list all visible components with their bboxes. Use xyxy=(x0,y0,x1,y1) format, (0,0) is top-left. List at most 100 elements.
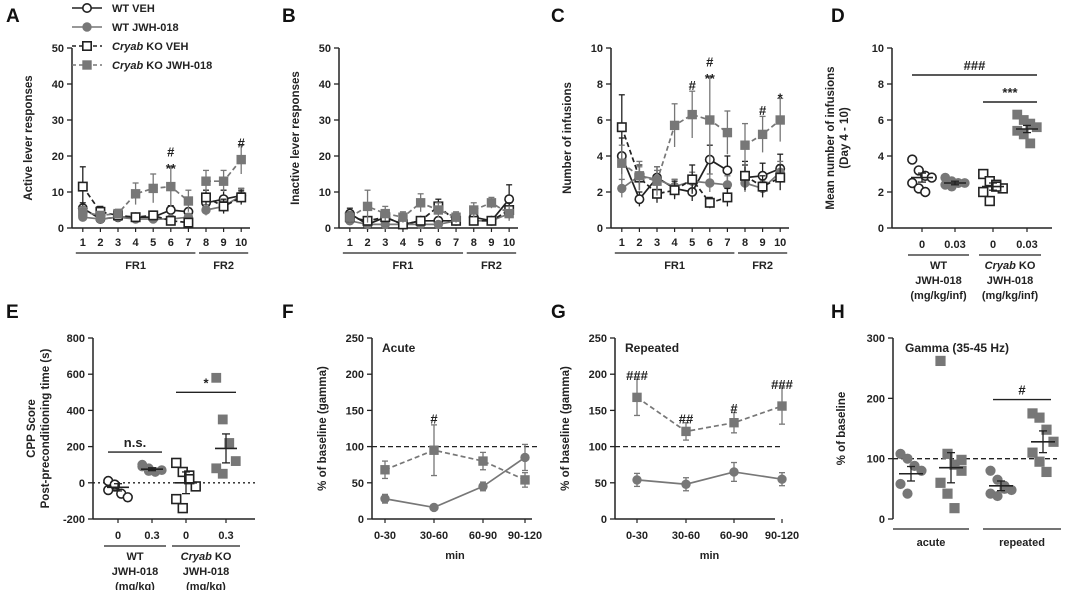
marker-square-open xyxy=(978,186,989,198)
marker-square-open xyxy=(165,215,176,226)
y-tick-label: 50 xyxy=(352,478,364,490)
group-label: (mg/kg) xyxy=(115,581,155,590)
panel-title: Acute xyxy=(382,341,416,355)
significance-mark: # xyxy=(238,136,246,151)
y-tick-label: 4 xyxy=(878,151,885,163)
y-tick-label: 200 xyxy=(867,393,885,405)
y-tick-label: 250 xyxy=(346,333,364,345)
marker-circle-gray xyxy=(156,465,167,476)
significance-mark: # xyxy=(167,145,175,160)
scatter-group xyxy=(940,172,970,192)
series-line xyxy=(384,449,526,481)
x-tick-label: 9 xyxy=(488,237,494,249)
y-tick-label: 20 xyxy=(319,151,331,163)
marker-square-gray xyxy=(949,503,960,514)
significance-mark: ## xyxy=(679,412,694,427)
scatter-group xyxy=(1027,408,1059,478)
marker-square-open xyxy=(486,215,497,226)
marker-square-gray xyxy=(740,140,750,150)
series-line xyxy=(636,396,783,433)
panel-A: 0 10 20 30 40 50 1 2 3 4 5 6 7 8 9 10 FR1 FR2 Active lever… xyxy=(23,3,250,272)
marker-square-gray xyxy=(78,207,88,217)
group-label: (mg/kg/inf) xyxy=(910,290,967,302)
scatter-group xyxy=(985,465,1017,502)
marker-square-gray xyxy=(451,212,461,222)
marker-square-gray xyxy=(1012,109,1023,120)
series-line xyxy=(636,471,783,486)
group-label: (mg/kg) xyxy=(186,581,226,590)
series-cryab-ko-jwh-018 xyxy=(617,76,785,196)
x-axis-label: min xyxy=(700,550,720,562)
x-category-label: 0.03 xyxy=(1016,239,1037,251)
x-tick-label: 5 xyxy=(689,237,695,249)
significance-mark: # xyxy=(706,55,714,70)
significance-mark: ** xyxy=(705,71,716,86)
marker-square-open xyxy=(669,185,680,196)
marker-square-gray xyxy=(1034,456,1045,467)
x-category-label: repeated xyxy=(999,537,1045,549)
group-label: WT xyxy=(126,551,143,563)
marker-square-gray xyxy=(520,475,530,485)
series xyxy=(380,424,530,488)
marker-circle-open xyxy=(920,186,931,198)
y-axis-label: Inactive lever responses xyxy=(290,71,302,205)
marker-square-gray xyxy=(942,488,953,499)
scatter-group xyxy=(137,459,167,477)
scatter-group xyxy=(935,355,967,514)
x-category-label: 90-120 xyxy=(765,530,799,542)
y-tick-label: 200 xyxy=(346,369,364,381)
group-label: JWH-018 xyxy=(915,275,961,287)
marker-square-gray xyxy=(380,465,390,475)
marker-square-gray xyxy=(687,109,697,120)
y-tick-label: 2 xyxy=(597,187,603,199)
y-tick-label: 0 xyxy=(878,223,884,235)
x-tick-label: 6 xyxy=(168,237,174,249)
panel-title: Gamma (35-45 Hz) xyxy=(905,341,1009,355)
marker-circle-open xyxy=(122,492,133,503)
marker-square-gray xyxy=(166,181,176,192)
marker-square-gray xyxy=(183,196,194,206)
marker-square-open xyxy=(687,174,698,185)
y-tick-label: 6 xyxy=(597,115,603,127)
marker-circle-gray xyxy=(705,178,715,188)
marker-square-open xyxy=(130,212,141,223)
y-tick-label: 600 xyxy=(67,369,85,381)
significance-mark: * xyxy=(778,91,784,106)
significance-mark: # xyxy=(759,103,767,118)
scatter-group xyxy=(1012,109,1042,149)
marker-square-open xyxy=(739,170,750,181)
marker-square-gray xyxy=(469,205,479,215)
marker-square-gray xyxy=(217,468,228,479)
marker-circle-open xyxy=(907,177,918,189)
x-category-label: 0 xyxy=(115,530,121,542)
x-category-label: 0.03 xyxy=(944,239,965,251)
marker-circle-gray xyxy=(201,205,211,215)
x-category-label: 0 xyxy=(919,239,925,251)
x-tick-label: 7 xyxy=(185,237,191,249)
significance-mark: # xyxy=(730,401,738,416)
marker-circle-gray xyxy=(632,475,642,485)
marker-circle-gray xyxy=(681,479,691,489)
marker-square-gray xyxy=(757,129,768,140)
marker-circle-open xyxy=(907,154,918,165)
marker-square-gray xyxy=(433,205,444,215)
marker-square-gray xyxy=(617,158,627,168)
y-axis-label: Number of infusions xyxy=(562,82,574,194)
y-tick-label: 10 xyxy=(319,187,331,199)
marker-square-gray xyxy=(218,176,229,186)
marker-square-gray xyxy=(415,198,426,208)
y-axis-label-2: (Day 4 - 10) xyxy=(839,107,851,169)
panel-B: 0 10 20 30 40 50 1 2 3 4 5 6 7 8 9 10 FR1 FR2 Inactive lev… xyxy=(290,43,518,272)
x-tick-label: 10 xyxy=(235,237,247,249)
panel-letter-C: C xyxy=(551,6,565,27)
panel-H: 0 100 200 300 Gamma (35-45 Hz) % of baseline a… xyxy=(836,333,1061,549)
y-tick-label: 2 xyxy=(878,187,884,199)
y-tick-label: 0 xyxy=(601,514,607,526)
panel-D: 0 2 4 6 8 10 0 0.03 0 0.03 WT JWH-018 (mg/kg/inf) Cry… xyxy=(825,43,1052,302)
marker-circle-gray xyxy=(729,467,739,477)
marker-square-gray xyxy=(722,127,733,138)
y-tick-label: 50 xyxy=(595,478,607,490)
marker-square-open xyxy=(148,210,159,221)
marker-square-gray xyxy=(201,176,211,186)
x-tick-label: 2 xyxy=(364,237,370,249)
